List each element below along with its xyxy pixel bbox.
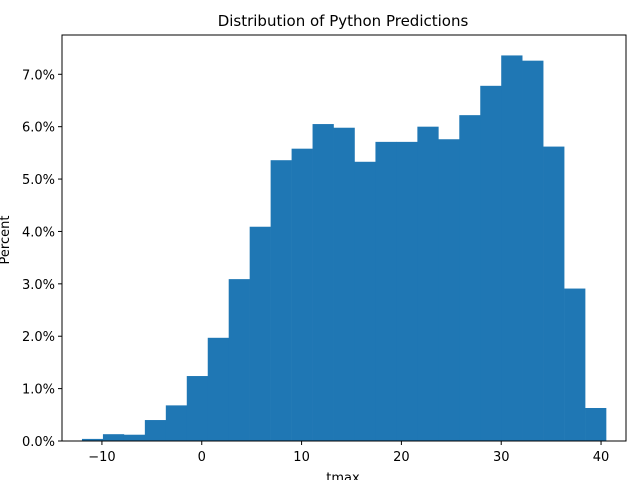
- histogram-bar: [81, 438, 104, 441]
- y-tick-label: 2.0%: [22, 330, 55, 345]
- x-tick-label: 0: [198, 450, 206, 465]
- histogram-bar: [165, 405, 188, 441]
- histogram-bar: [102, 434, 125, 441]
- histogram-bar: [543, 146, 565, 441]
- histogram-bar: [144, 420, 167, 441]
- histogram-bar: [375, 141, 397, 441]
- chart-title: Distribution of Python Predictions: [218, 12, 469, 30]
- histogram-bar: [249, 226, 271, 441]
- x-tick-label: 20: [393, 450, 410, 465]
- histogram-bar: [123, 434, 146, 441]
- histogram-bar: [354, 161, 376, 441]
- histogram-bar: [186, 376, 209, 441]
- bars-group: [81, 55, 607, 442]
- histogram-bar: [459, 115, 481, 442]
- x-tick-label: −10: [88, 450, 115, 465]
- histogram-bar: [228, 279, 250, 441]
- y-axis-ticks: 0.0% 1.0% 2.0% 3.0% 4.0% 5.0% 6.0% 7.0%: [22, 68, 62, 450]
- x-axis-ticks: −10 0 10 20 30 40: [88, 441, 609, 465]
- histogram-bar: [522, 60, 544, 441]
- histogram-bar: [291, 148, 313, 441]
- histogram-bar: [396, 141, 418, 441]
- x-axis-label: tmax: [326, 471, 360, 480]
- y-tick-label: 6.0%: [22, 121, 55, 136]
- histogram-bar: [480, 85, 502, 441]
- y-tick-label: 7.0%: [22, 68, 55, 83]
- histogram-bar: [333, 127, 355, 441]
- y-tick-label: 0.0%: [22, 435, 55, 450]
- histogram-bar: [312, 124, 334, 441]
- y-tick-label: 5.0%: [22, 173, 55, 188]
- x-tick-label: 10: [293, 450, 310, 465]
- histogram-bar: [417, 126, 439, 441]
- histogram-bar: [564, 288, 586, 441]
- x-tick-label: 40: [593, 450, 610, 465]
- histogram-bar: [438, 139, 460, 442]
- histogram-bar: [270, 160, 292, 442]
- histogram-bar: [207, 337, 230, 441]
- y-tick-label: 3.0%: [22, 278, 55, 293]
- histogram-bar: [501, 55, 523, 441]
- y-tick-label: 4.0%: [22, 225, 55, 240]
- y-tick-label: 1.0%: [22, 383, 55, 398]
- histogram-bar: [585, 407, 607, 441]
- x-tick-label: 30: [493, 450, 510, 465]
- y-axis-label: Percent: [0, 216, 13, 265]
- plot-frame: [61, 34, 627, 442]
